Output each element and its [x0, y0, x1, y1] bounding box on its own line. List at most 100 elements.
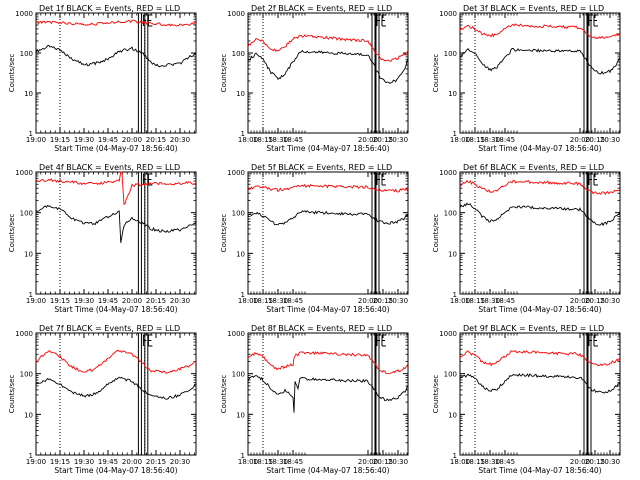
x-tick-label: 18:30 — [268, 458, 288, 466]
x-axis-label: Start Time (04-May-07 18:56:40) — [54, 466, 177, 475]
y-axis-label: Counts/sec — [8, 214, 16, 253]
marker-letter-f-e — [147, 334, 153, 347]
y-tick-label: 1 — [241, 291, 245, 299]
x-tick-label: 20:15 — [585, 136, 605, 144]
y-tick-label: 1 — [29, 291, 33, 299]
marker-letter-f-e — [593, 14, 598, 27]
panel-title: Det 6f BLACK = Events, RED = LLD — [463, 163, 604, 172]
y-tick-label: 10 — [236, 250, 245, 258]
marker-letter-f-e — [588, 173, 593, 185]
x-tick-label: 20:15 — [373, 136, 393, 144]
x-axis-label: Start Time (04-May-07 18:56:40) — [266, 305, 389, 314]
detector-panel: Det 6f BLACK = Events, RED = LLD 1 10 100 10… — [432, 163, 621, 314]
y-tick-label: 1000 — [439, 10, 457, 18]
y-axis-label: Counts/sec — [432, 214, 440, 253]
x-tick-label: 19:00 — [26, 136, 46, 144]
detector-panel: Det 9f BLACK = Events, RED = LLD 1 10 100 10… — [432, 324, 621, 475]
lld-series-line — [35, 349, 197, 374]
x-tick-label: 20:30 — [170, 458, 190, 466]
plot-frame — [35, 332, 197, 456]
x-axis-label: Start Time (04-May-07 18:56:40) — [266, 144, 389, 153]
lld-series-line — [247, 34, 409, 62]
plot-frame — [459, 171, 621, 295]
plot-frame — [35, 171, 197, 295]
x-tick-label: 18:00 — [238, 458, 258, 466]
y-tick-label: 1000 — [227, 10, 245, 18]
x-tick-label: 18:15 — [253, 458, 273, 466]
y-axis-label: Counts/sec — [8, 375, 16, 414]
y-tick-label: 10 — [448, 250, 457, 258]
y-tick-label: 1 — [29, 130, 33, 138]
marker-letter-f-e — [142, 14, 148, 26]
x-tick-label: 20:00 — [358, 136, 378, 144]
marker-letter-f-e — [147, 173, 153, 186]
marker-letter-f-e — [381, 14, 386, 27]
x-tick-label: 20:00 — [358, 297, 378, 305]
x-axis-label: Start Time (04-May-07 18:56:40) — [54, 144, 177, 153]
x-tick-label: 19:30 — [74, 458, 94, 466]
y-tick-label: 1000 — [15, 169, 33, 177]
x-tick-label: 20:30 — [388, 297, 408, 305]
plot-frame — [459, 332, 621, 456]
x-tick-label: 18:00 — [450, 136, 470, 144]
panel-title: Det 7f BLACK = Events, RED = LLD — [39, 324, 180, 333]
x-tick-label: 19:00 — [26, 458, 46, 466]
x-tick-label: 18:45 — [495, 458, 515, 466]
x-tick-label: 19:45 — [98, 297, 118, 305]
x-axis-label: Start Time (04-May-07 18:56:40) — [266, 466, 389, 475]
x-tick-label: 20:30 — [170, 136, 190, 144]
x-tick-label: 18:45 — [495, 297, 515, 305]
y-axis-label: Counts/sec — [220, 375, 228, 414]
x-tick-label: 18:00 — [450, 458, 470, 466]
lld-series-line — [459, 350, 621, 367]
x-tick-label: 18:30 — [480, 297, 500, 305]
events-series-line — [247, 210, 409, 226]
marker-letter-f-e — [588, 334, 593, 346]
x-tick-label: 18:15 — [253, 136, 273, 144]
x-tick-label: 20:30 — [170, 297, 190, 305]
detector-panel: Det 4f BLACK = Events, RED = LLD 1 10 100 10… — [8, 163, 197, 314]
x-tick-label: 18:45 — [283, 136, 303, 144]
x-axis-label: Start Time (04-May-07 18:56:40) — [478, 466, 601, 475]
panel-title: Det 4f BLACK = Events, RED = LLD — [39, 163, 180, 172]
y-tick-label: 10 — [236, 90, 245, 98]
marker-letter-f-e — [381, 173, 386, 186]
lld-series-line — [36, 19, 197, 27]
events-series-line — [459, 202, 621, 227]
x-tick-label: 20:15 — [146, 136, 166, 144]
y-tick-label: 1 — [29, 452, 33, 460]
marker-letter-f-e — [376, 14, 381, 26]
lld-series-line — [459, 179, 621, 196]
y-tick-label: 1000 — [439, 330, 457, 338]
x-tick-label: 20:15 — [585, 458, 605, 466]
x-tick-label: 19:30 — [74, 297, 94, 305]
y-tick-label: 100 — [444, 371, 457, 379]
y-axis-label: Counts/sec — [220, 214, 228, 253]
x-tick-label: 20:15 — [146, 458, 166, 466]
x-tick-label: 18:00 — [238, 297, 258, 305]
y-tick-label: 1000 — [15, 330, 33, 338]
x-tick-label: 18:15 — [465, 136, 485, 144]
x-tick-label: 18:45 — [495, 136, 515, 144]
x-tick-label: 18:30 — [480, 458, 500, 466]
x-tick-label: 18:00 — [450, 297, 470, 305]
lld-series-line — [459, 23, 621, 40]
y-tick-label: 1 — [241, 452, 245, 460]
x-tick-label: 20:30 — [388, 136, 408, 144]
events-series-line — [459, 48, 621, 75]
x-tick-label: 20:00 — [122, 136, 142, 144]
y-tick-label: 100 — [444, 210, 457, 218]
y-axis-label: Counts/sec — [432, 54, 440, 93]
plot-frame — [459, 12, 621, 134]
y-tick-label: 100 — [20, 50, 33, 58]
x-tick-label: 18:30 — [268, 297, 288, 305]
y-axis-label: Counts/sec — [8, 54, 16, 93]
x-tick-label: 19:15 — [50, 297, 70, 305]
marker-letter-f-e — [147, 14, 153, 27]
plot-frame — [247, 12, 409, 134]
x-tick-label: 18:15 — [465, 458, 485, 466]
events-series-line — [35, 376, 197, 400]
plot-frame — [247, 171, 409, 295]
y-tick-label: 1000 — [439, 169, 457, 177]
